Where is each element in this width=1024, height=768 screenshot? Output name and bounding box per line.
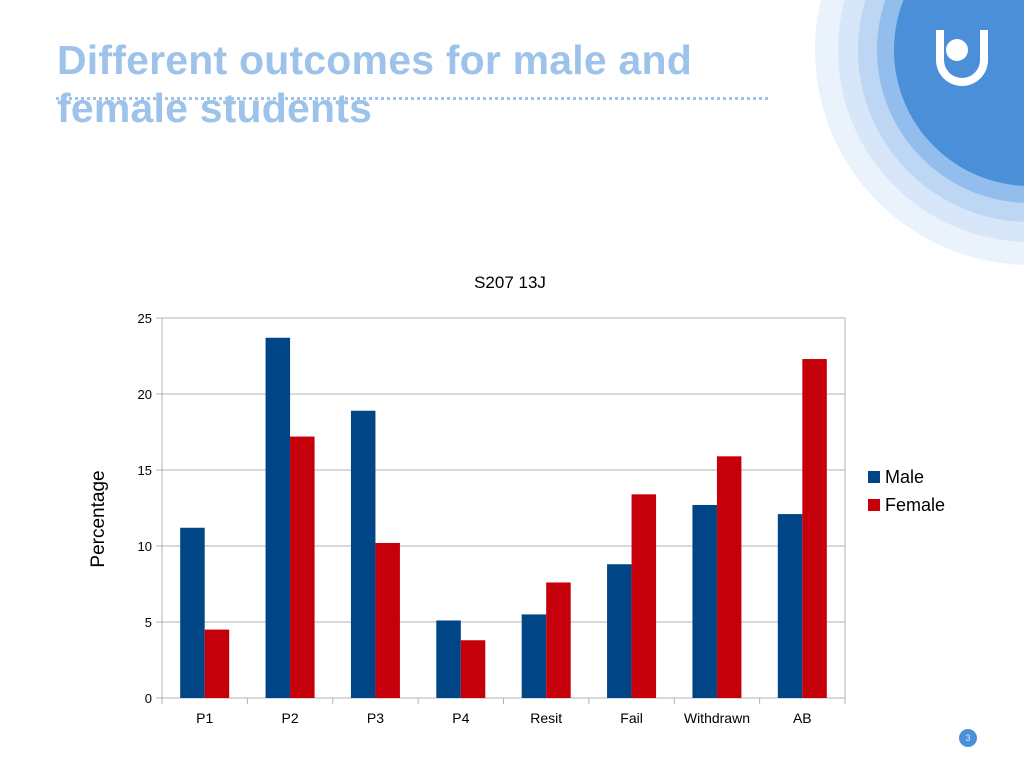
bars	[180, 337, 827, 698]
legend: Male Female	[868, 467, 945, 515]
x-tick-label: Withdrawn	[684, 710, 750, 726]
open-university-logo-icon	[936, 30, 988, 86]
deco-circle-inner	[894, 0, 1024, 186]
bar-female-ab	[802, 359, 827, 698]
bar-male-p4	[436, 620, 461, 698]
bar-male-ab	[777, 514, 803, 698]
grid-lines	[156, 317, 846, 704]
x-tick-label: P3	[367, 710, 384, 726]
x-tick-labels: P1 P2 P3 P4 Resit Fail Withdrawn AB	[196, 710, 812, 726]
y-tick-label: 5	[145, 615, 152, 630]
x-tick-label: Fail	[620, 710, 643, 726]
legend-label-female: Female	[885, 495, 945, 515]
x-tick-label: P4	[452, 710, 469, 726]
x-tick-label: P2	[282, 710, 299, 726]
y-tick-label: 10	[138, 539, 152, 554]
page-number-badge: 3	[959, 729, 977, 747]
bar-male-p2	[265, 337, 291, 698]
bar-female-p3	[375, 542, 400, 698]
bar-male-withdrawn	[692, 504, 717, 698]
bar-female-p4	[460, 640, 486, 698]
x-tick-label: P1	[196, 710, 213, 726]
bar-female-p1	[204, 629, 230, 698]
legend-swatch-female	[868, 499, 880, 511]
bar-male-fail	[607, 564, 632, 698]
y-tick-label: 25	[138, 311, 152, 326]
bar-female-p2	[290, 436, 315, 698]
slide-title: Different outcomes for male and female s…	[57, 37, 692, 131]
y-tick-label: 0	[145, 691, 152, 706]
x-tick-label: Resit	[530, 710, 562, 726]
bar-female-withdrawn	[716, 456, 742, 698]
y-axis-label: Percentage	[88, 470, 109, 567]
legend-label-male: Male	[885, 467, 924, 487]
plot-frame	[161, 317, 846, 699]
bar-male-p1	[180, 527, 205, 698]
chart-title: S207 13J	[474, 273, 546, 292]
bar-male-resit	[521, 614, 547, 698]
bar-female-fail	[631, 494, 657, 698]
y-tick-label: 15	[138, 463, 152, 478]
y-tick-label: 20	[138, 387, 152, 402]
y-tick-labels: 0 5 10 15 20 25	[138, 311, 152, 706]
title-underline	[56, 97, 768, 100]
bar-male-p3	[350, 410, 376, 698]
x-tick-label: AB	[793, 710, 812, 726]
bar-female-resit	[546, 582, 571, 698]
legend-swatch-male	[868, 471, 880, 483]
